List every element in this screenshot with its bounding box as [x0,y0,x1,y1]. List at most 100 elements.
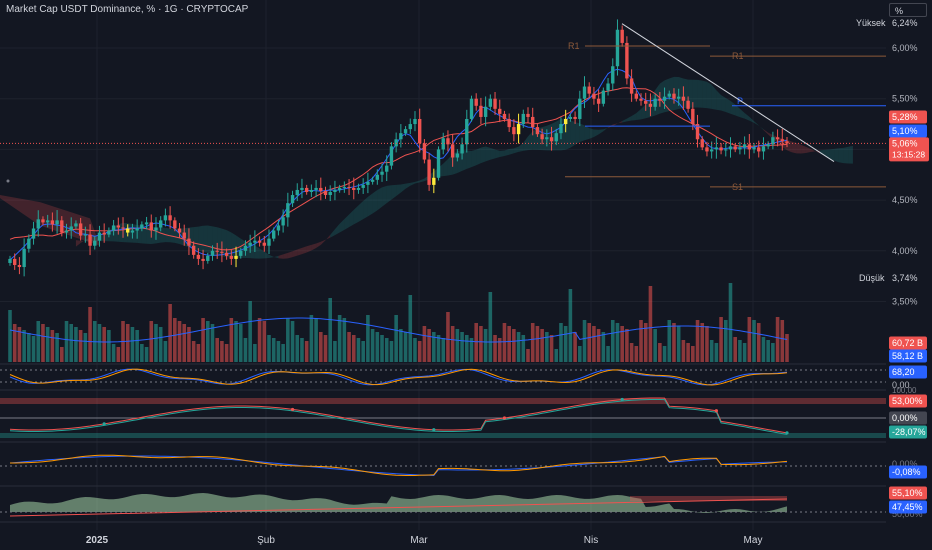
price-tick-label: 6,00% [892,43,918,53]
cloud-segment [198,225,204,252]
candle [568,113,573,122]
volume-bar [267,335,271,362]
volume-bar [413,338,417,362]
cloud-segment [75,240,81,247]
volume-bar [158,327,163,362]
cloud-segment [297,247,302,256]
candle [314,180,318,198]
volume-bar [775,317,780,362]
svg-text:0,00%: 0,00% [892,413,918,423]
cloud-segment [626,115,632,122]
candle [116,217,121,235]
volume-bar [653,329,657,362]
candle [752,143,756,154]
volume-bar [243,338,248,362]
volume-bar [229,318,234,362]
candle [300,178,304,199]
volume-bar [549,335,554,362]
candle [488,94,493,111]
candle [417,108,422,153]
volume-bar [643,323,648,362]
cloud-segment [796,143,802,154]
cloud-segment [791,141,797,154]
ichimoku-cloud [0,76,853,259]
volume-bar [756,323,761,362]
candle [408,118,412,135]
macd-zero-label: 0,00% [892,459,918,469]
candle [41,216,45,226]
candle [130,223,135,239]
candle [27,234,31,253]
candle [201,249,205,270]
candle [121,217,125,238]
candle [733,143,737,153]
candle [436,146,441,181]
volume-bar [780,320,785,362]
volume-bar [526,349,530,362]
pane2-cross-dot [102,422,106,426]
volume-bar [361,341,365,362]
cloud-segment [320,239,326,245]
candle [64,223,69,239]
volume-bar [700,323,705,362]
volume-bar [723,320,728,362]
volume-bar [474,323,478,362]
time-axis[interactable]: 2025 Şub Mar Nis May [0,530,932,550]
cloud-segment [730,100,736,116]
volume-bar [469,338,474,362]
pivot-r1-label-current: R1 [732,51,744,61]
candle [625,36,629,85]
volume-bar [22,330,26,362]
candle [644,92,648,111]
pane2-cross-dot [785,431,789,435]
unit-selector[interactable]: % [889,3,927,17]
volume-bar [135,330,139,362]
cloud-segment [688,79,693,108]
volume-bar [634,346,639,362]
cloud-segment [471,149,477,168]
candle [31,221,36,245]
svg-text:55,10%: 55,10% [892,488,923,498]
cloud-segment [589,128,594,139]
candle [474,93,478,111]
volume-bar [102,327,106,362]
cloud-segment [367,193,373,217]
svg-text:-28,07%: -28,07% [892,427,926,437]
volume-bar [187,327,191,362]
cloud-segment [495,149,500,159]
volume-bar [403,332,408,362]
candle [455,149,460,162]
volume-bar [695,320,700,362]
candle [573,111,577,124]
cloud-segment [382,185,387,207]
time-tick-label: Nis [584,535,598,546]
volume-bar [328,298,333,362]
volume-bar [205,321,210,362]
candle [177,223,182,238]
volume-bar [766,340,770,362]
price-axis[interactable]: 6,00%5,50%5,00%4,50%4,00%3,50%Yüksek6,24… [853,0,932,550]
cloud-segment [721,95,726,112]
candle [460,137,464,160]
candle [144,216,149,230]
volume-bar [50,330,55,362]
volume-bar [314,318,318,362]
cloud-segment [160,227,166,243]
high-value: 6,24% [892,18,918,28]
volume-bar [337,315,342,362]
volume-bar [516,332,521,362]
cloud-segment [570,120,576,148]
time-axis-background [0,530,932,550]
volume-bar [648,286,653,362]
cloud-segment [377,187,383,211]
candle [427,152,431,191]
candle [290,190,295,207]
volume-ma-badge: 58,12 B [889,349,927,363]
candle [257,236,262,247]
volume-bar [356,338,361,362]
cloud-segment [504,148,510,157]
cloud-segment [353,205,359,225]
candle [196,248,201,265]
volume-bar [629,343,634,362]
